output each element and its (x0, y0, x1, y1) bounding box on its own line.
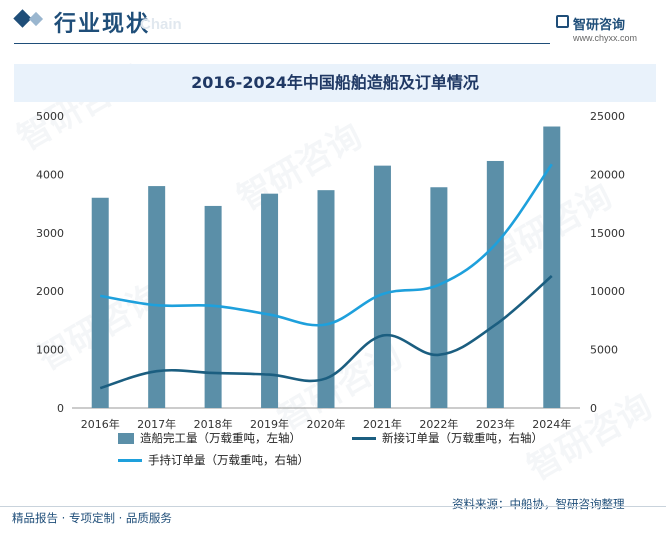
brand-logo-icon (556, 15, 569, 28)
chart-title-band: 2016-2024年中国船舶造船及订单情况 (14, 64, 656, 102)
section-title-watermark: Chain (140, 16, 182, 33)
right-axis-tick-label: 0 (590, 402, 597, 415)
left-axis-tick-label: 5000 (36, 110, 64, 123)
new-orders-line (99, 275, 553, 390)
right-axis-tick-label: 20000 (590, 168, 625, 181)
bar (543, 126, 561, 409)
legend-label: 手持订单量（万载重吨，右轴） (148, 453, 309, 467)
x-axis-tick-label: 2024年 (532, 417, 571, 431)
bar (430, 187, 448, 408)
left-axis-tick-label: 4000 (36, 168, 64, 181)
bar (373, 165, 391, 408)
source-note: 资料来源：中船协，智研咨询整理 (452, 497, 625, 511)
legend-item: 新接订单量（万载重吨，右轴） (352, 430, 543, 446)
x-axis-tick-label: 2022年 (419, 417, 458, 431)
x-axis-tick-label: 2023年 (476, 417, 515, 431)
bar (317, 190, 335, 408)
legend-bar-swatch (118, 432, 134, 444)
legend-item: 造船完工量（万载重吨，左轴） (118, 430, 301, 446)
left-axis-tick-label: 0 (57, 402, 64, 415)
bar (261, 193, 279, 408)
legend-label: 造船完工量（万载重吨，左轴） (140, 431, 301, 445)
x-axis-tick-label: 2018年 (194, 417, 233, 431)
legend-item: 手持订单量（万载重吨，右轴） (118, 452, 309, 468)
right-axis-tick-label: 15000 (590, 227, 625, 240)
x-axis-tick-label: 2020年 (307, 417, 346, 431)
brand-name: 智研咨询 (573, 18, 626, 33)
holding-orders-line (100, 163, 553, 327)
bar (91, 197, 109, 408)
brand-url: www.chyxx.com (573, 33, 638, 43)
header-divider (14, 43, 550, 44)
legend-label: 新接订单量（万载重吨，右轴） (382, 431, 543, 445)
bar (486, 160, 504, 408)
right-axis-tick-label: 10000 (590, 285, 625, 298)
section-title: 行业现状 (54, 12, 151, 37)
footer-divider (0, 506, 666, 507)
left-axis-tick-label: 3000 (36, 227, 64, 240)
header: 行业现状 Chain 智研咨询 www.chyxx.com (0, 0, 666, 46)
legend-line-swatch (118, 458, 142, 462)
bar (148, 186, 166, 408)
chart-title: 2016-2024年中国船舶造船及订单情况 (191, 73, 479, 92)
footer-slogan: 精品报告 · 专项定制 · 品质服务 (12, 511, 172, 525)
left-axis-tick-label: 2000 (36, 285, 64, 298)
left-axis-tick-label: 1000 (36, 344, 64, 357)
x-axis-tick-label: 2017年 (137, 417, 176, 431)
right-axis-tick-label: 5000 (590, 344, 618, 357)
right-axis-tick-label: 25000 (590, 110, 625, 123)
x-axis-tick-label: 2021年 (363, 417, 402, 431)
x-axis-tick-label: 2016年 (81, 417, 120, 431)
legend-line-swatch (352, 436, 376, 440)
x-axis-tick-label: 2019年 (250, 417, 289, 431)
